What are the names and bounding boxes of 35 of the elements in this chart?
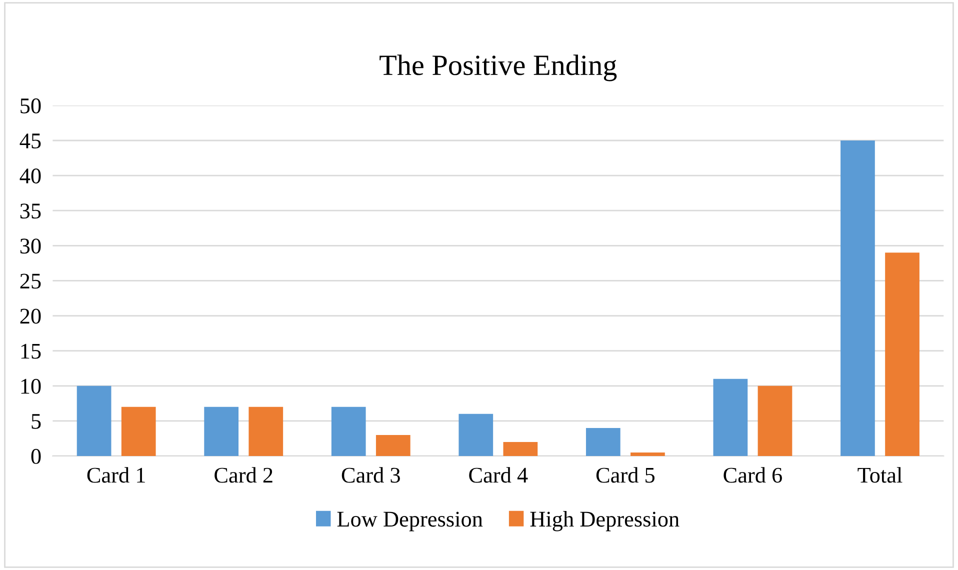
y-tick-label: 25: [20, 274, 41, 289]
bar: [376, 434, 410, 456]
y-tick-label: 40: [20, 168, 41, 184]
chart-title: The Positive Ending: [380, 54, 617, 82]
legend-label: High Depression: [530, 511, 680, 532]
bar: [121, 406, 156, 456]
bar: [331, 406, 366, 456]
bar: [586, 428, 620, 456]
x-tick-label: Card 3: [342, 467, 400, 483]
bar: [76, 386, 112, 456]
bar: [458, 414, 494, 456]
y-tick-label: 35: [20, 204, 41, 219]
y-tick-label: 5: [32, 414, 41, 429]
bar: [840, 140, 875, 456]
bar: [758, 386, 792, 456]
x-tick-label: Card 4: [469, 467, 528, 483]
bar: [630, 452, 665, 456]
bar: [204, 406, 239, 456]
y-tick-label: 50: [20, 98, 41, 114]
x-tick-label: Card 6: [724, 467, 782, 483]
x-tick-label: Card 5: [596, 467, 654, 483]
y-tick-label: 10: [21, 378, 41, 394]
bar: [248, 406, 284, 456]
y-tick-label: 0: [31, 448, 41, 464]
x-tick-label: Card 1: [87, 467, 145, 483]
y-tick-label: 30: [20, 238, 41, 254]
y-tick-label: 15: [21, 344, 41, 359]
bar: [713, 378, 748, 456]
bar: [885, 252, 920, 456]
y-tick-label: 45: [20, 134, 41, 148]
legend-label: Low Depression: [337, 512, 483, 532]
x-tick-label: Card 2: [214, 467, 272, 483]
x-tick-label: Total: [858, 467, 902, 483]
bar: [503, 442, 538, 456]
y-tick-label: 20: [20, 308, 41, 324]
